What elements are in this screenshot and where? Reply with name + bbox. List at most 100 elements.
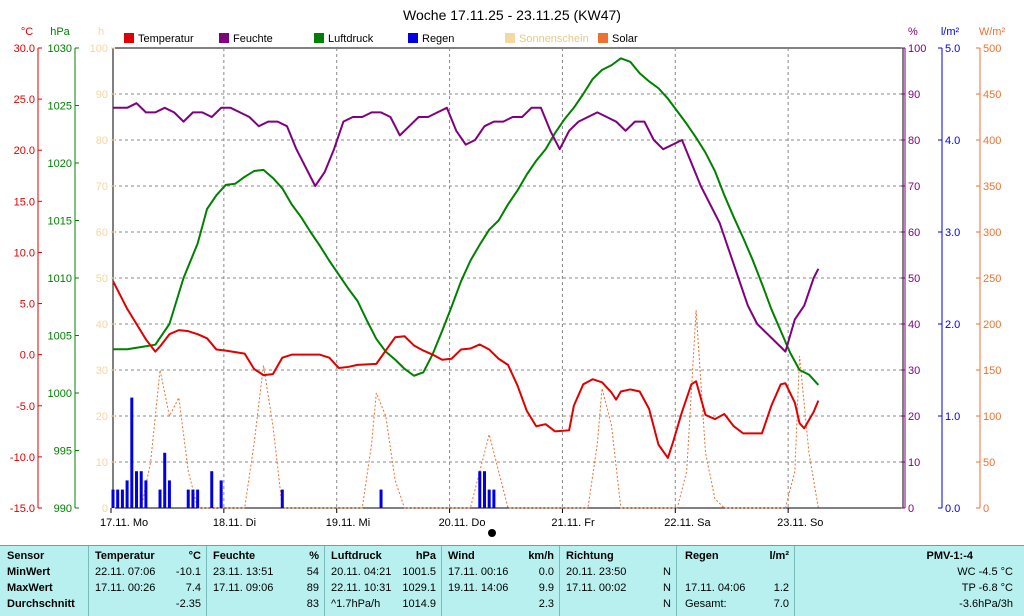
legend-swatch [505,33,515,43]
pressure-tick-label: 1020 [48,158,72,170]
plot-area [112,47,904,509]
rain-bar [139,471,143,508]
humidity-tick-label: 80 [908,135,920,147]
summary-table: Sensor MinWert MaxWert Durchschnitt Temp… [0,545,1024,616]
luftdruck-max-time: 22.11. 10:31 [331,582,392,594]
sunshine-tick-label: 40 [96,319,108,331]
rain-bar [111,489,115,508]
humidity-unit-label: % [908,26,918,38]
rain-tick-label: 3.0 [945,227,960,239]
rain-bar [125,480,129,508]
rain-bar [487,489,491,508]
chart-series [111,57,820,509]
legend-label: Feuchte [233,33,273,45]
pmv-column: PMV-1:-4 WC -4.5 °C TP -6.8 °C -3.6hPa/3… [794,546,1024,616]
pmv-dewpoint: TP -6.8 °C [961,582,1013,594]
wind-avg-value: 2.3 [538,598,554,610]
luftdruck-max-value: 1029.1 [402,582,436,594]
sunshine-tick-label: 70 [96,181,108,193]
pressure-tick-label: 1025 [48,101,72,113]
feuchte-max-value: 89 [306,582,319,594]
legend-label: Temperatur [138,33,194,45]
rain-bar [158,489,162,508]
solar-tick-label: 150 [983,365,1001,377]
rain-tick-label: 4.0 [945,135,960,147]
temperatur-min-value: -10.1 [175,566,201,578]
rain-bar [482,471,486,508]
temperatur-unit: °C [188,550,201,562]
legend-label: Luftdruck [328,33,374,45]
x-tick-label: 17.11. Mo [100,517,148,529]
feuchte-max-time: 17.11. 09:06 [213,582,274,594]
temp-unit-label: °C [21,26,33,38]
solar-tick-label: 500 [983,43,1001,55]
richtung-min-value: N [663,566,671,578]
luftdruck-trend: ^1.7hPa/h [331,598,381,610]
weather-chart: Woche 17.11.25 - 23.11.25 (KW47) Tempera… [10,7,1006,537]
current-time-marker [488,529,496,537]
luftdruck-avg-value: 1014.9 [402,598,436,610]
sunshine-tick-label: 50 [96,273,108,285]
humidity-tick-label: 0 [908,503,914,515]
sunshine-unit-label: h [98,26,104,38]
grid-lines [113,48,903,508]
legend-swatch [598,33,608,43]
wind-min-value: 0.0 [538,566,554,578]
rain-bar [144,480,148,508]
richtung-min-time: 20.11. 23:50 [566,566,627,578]
temperatur-min-time: 22.11. 07:06 [95,566,156,578]
pressure-tick-label: 995 [54,446,72,458]
solar-unit-label: W/m² [979,26,1006,38]
wind-header: Wind [448,550,475,562]
rain-bar [163,452,167,508]
rain-bar [210,471,214,508]
temp-tick-label: 15.0 [14,196,35,208]
rain-bar [478,471,482,508]
rain-tick-label: 2.0 [945,319,960,331]
chart-title: Woche 17.11.25 - 23.11.25 (KW47) [403,7,621,23]
solar-tick-label: 250 [983,273,1001,285]
x-tick-label: 23.11. So [777,517,823,529]
pressure-tick-label: 1005 [48,331,72,343]
temperatur-max-value: 7.4 [185,582,201,594]
rain-bar [116,489,120,508]
feuchte-min-time: 23.11. 13:51 [213,566,274,578]
luftdruck-min-value: 1001.5 [402,566,436,578]
wind-min-time: 17.11. 00:16 [448,566,509,578]
feuchte-series-line [113,102,820,353]
sunshine-tick-label: 10 [96,457,108,469]
pressure-tick-label: 1015 [48,216,72,228]
rain-bar [135,471,139,508]
regen-unit: l/m² [769,550,789,562]
humidity-tick-label: 10 [908,457,920,469]
wind-max-value: 9.9 [538,582,554,594]
temperatur-max-time: 17.11. 00:26 [95,582,156,594]
pmv-header: PMV-1:-4 [926,550,973,562]
temp-tick-label: 30.0 [14,43,35,55]
temp-tick-label: 10.0 [14,247,35,259]
pressure-tick-label: 990 [54,503,72,515]
temp-tick-label: -5.0 [16,401,35,413]
row-maxwert: MaxWert [7,582,53,594]
pressure-tick-label: 1000 [48,388,72,400]
temp-tick-label: -15.0 [10,503,35,515]
x-axis-labels: 17.11. Mo 18.11. Di 19.11. Mi 20.11. Do 21.1… [100,508,823,529]
legend-label: Solar [612,33,638,45]
luftdruck-header: Luftdruck [331,550,382,562]
regen-column: Regen l/m² 17.11. 04:06 1.2 Gesamt: 7.0 [676,546,795,616]
richtung-avg-value: N [663,598,671,610]
sunshine-tick-label: 0 [102,503,108,515]
rain-bar [130,397,134,508]
solar-tick-label: 50 [983,457,995,469]
solar-tick-label: 450 [983,89,1001,101]
row-minwert: MinWert [7,566,51,578]
temp-tick-label: 0.0 [20,350,35,362]
sunshine-tick-label: 60 [96,227,108,239]
pressure-unit-label: hPa [50,26,70,38]
temperatur-column: Temperatur °C 22.11. 07:06 -10.1 17.11. … [88,546,207,616]
x-tick-label: 21.11. Fr [551,517,595,529]
regen-max-value: 1.2 [773,582,789,594]
rain-bar [186,489,190,508]
solar-tick-label: 200 [983,319,1001,331]
axis-tick-labels: 30.0 25.0 20.0 15.0 10.0 5.0 0.0 -5.0 -10.0 -15.0… [10,43,1001,515]
